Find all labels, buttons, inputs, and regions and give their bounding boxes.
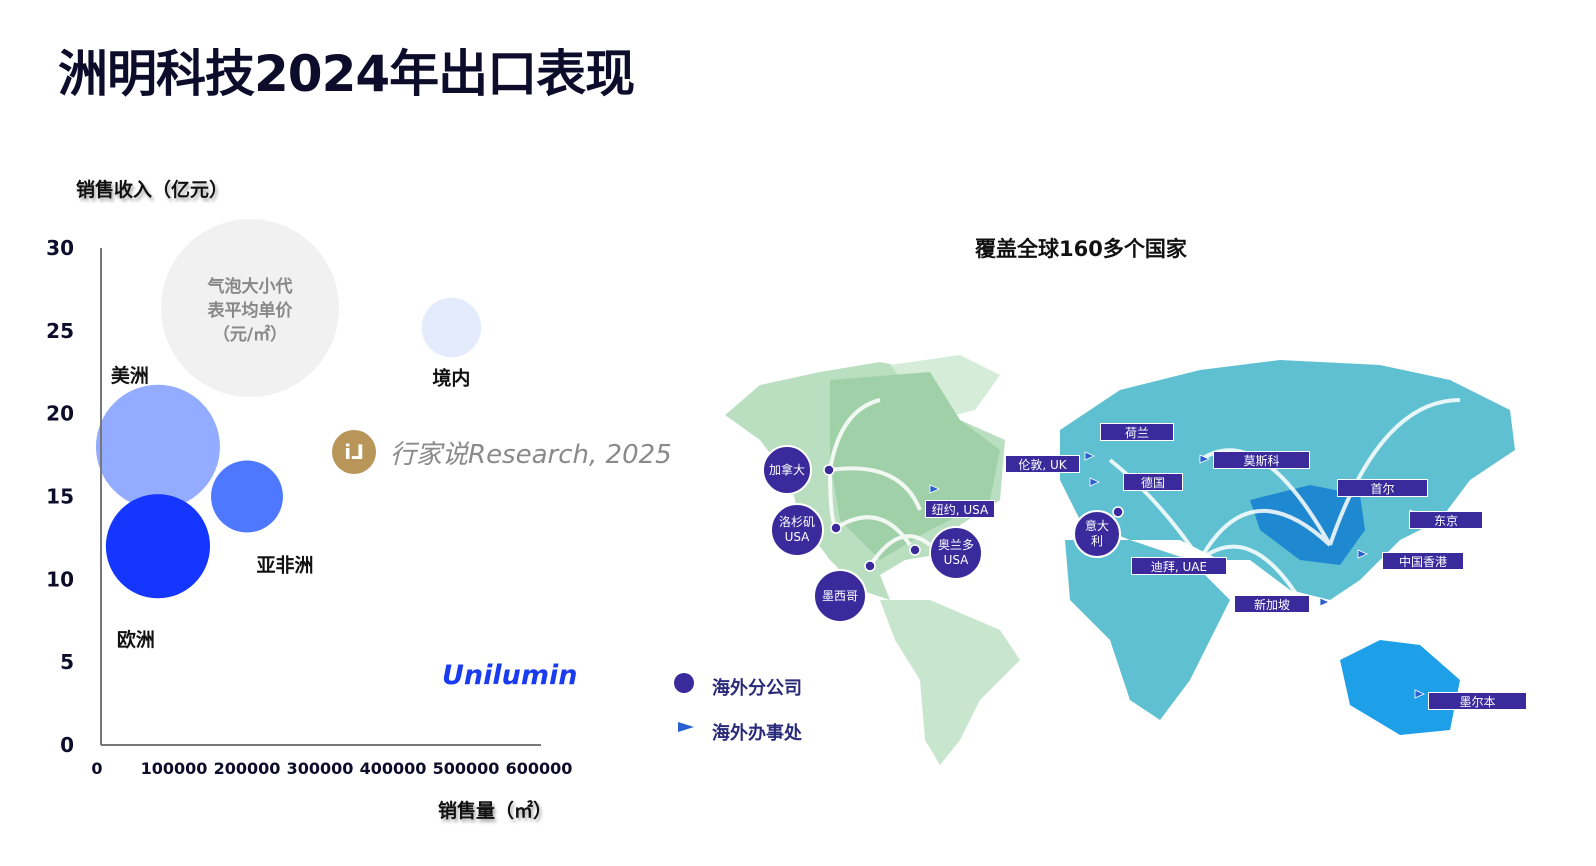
x-tick-label: 300000 xyxy=(287,759,354,778)
office-flag-icon xyxy=(929,484,940,494)
subsidiary-label: 加拿大 xyxy=(762,445,812,495)
subsidiary-location-dot xyxy=(830,522,842,534)
office-flag-icon xyxy=(1084,451,1095,461)
y-tick-label: 15 xyxy=(46,485,74,509)
size-legend-bubble xyxy=(161,219,339,397)
office-flag-icon xyxy=(1199,454,1210,464)
subsidiary-label: 洛杉矶 USA xyxy=(770,503,824,557)
watermark-text: 行家说Research, 2025 xyxy=(390,439,672,470)
subsidiary-location-dot xyxy=(823,464,835,476)
size-legend-line: 气泡大小代 xyxy=(207,276,293,297)
y-tick-label: 10 xyxy=(46,567,74,591)
eurasia-africa-landmass xyxy=(1060,360,1515,735)
bubble-3 xyxy=(421,297,482,358)
map-legend-icons xyxy=(674,673,694,732)
size-legend-line: 表平均单价 xyxy=(208,300,294,321)
y-axis-label: 销售收入（亿元） xyxy=(76,179,229,201)
office-label: 东京 xyxy=(1409,511,1483,529)
subsidiary-location-dot xyxy=(1112,506,1124,518)
watermark: i⅃ 行家说Research, 2025 xyxy=(332,430,672,474)
subsidiary-label: 墨西哥 xyxy=(813,569,867,623)
unilumin-logo: Unilumin xyxy=(442,660,578,691)
x-axis-label: 销售量（㎡） xyxy=(438,800,553,822)
bubble-2 xyxy=(211,460,283,533)
page-title: 洲明科技2024年出口表现 xyxy=(58,45,635,103)
x-tick-label: 500000 xyxy=(433,759,500,778)
office-label: 新加坡 xyxy=(1234,595,1310,613)
office-label: 纽约, USA xyxy=(925,500,995,518)
office-label: 伦敦, UK xyxy=(1005,455,1080,473)
office-label: 荷兰 xyxy=(1100,423,1174,441)
subsidiary-legend-icon xyxy=(674,673,694,693)
office-label: 莫斯科 xyxy=(1213,451,1310,469)
office-label: 德国 xyxy=(1123,473,1183,491)
office-flag-icon xyxy=(1319,597,1330,607)
x-tick-label: 100000 xyxy=(141,759,208,778)
y-tick-label: 0 xyxy=(60,733,74,757)
size-legend-line: （元/㎡） xyxy=(213,324,287,345)
x-tick-label: 200000 xyxy=(214,759,281,778)
office-label: 中国香港 xyxy=(1382,552,1464,570)
legend-office: 海外办事处 xyxy=(712,723,802,744)
bubble-label: 境内 xyxy=(432,367,470,390)
office-flag-icon xyxy=(1414,689,1425,699)
office-label: 墨尔本 xyxy=(1428,692,1527,710)
watermark-logo-icon: i⅃ xyxy=(332,430,376,474)
bubble-label: 美洲 xyxy=(111,364,149,387)
bubble-0 xyxy=(95,384,220,509)
y-tick-label: 25 xyxy=(46,319,74,343)
legend-subsidiary: 海外分公司 xyxy=(712,678,802,699)
map-title: 覆盖全球160多个国家 xyxy=(975,237,1187,261)
y-tick-label: 30 xyxy=(46,236,74,260)
x-tick-label: 0 xyxy=(91,759,102,778)
bubble-label: 欧洲 xyxy=(117,628,155,651)
bubble-label: 亚非洲 xyxy=(256,555,313,577)
x-tick-label: 600000 xyxy=(506,759,573,778)
x-tick-label: 400000 xyxy=(360,759,427,778)
office-flag-icon xyxy=(1357,549,1368,559)
subsidiary-label: 奥兰多 USA xyxy=(929,526,983,580)
office-label: 首尔 xyxy=(1337,479,1428,497)
bubble-1 xyxy=(105,494,211,599)
subsidiary-location-dot xyxy=(864,560,876,572)
office-flag-icon xyxy=(1089,477,1100,487)
y-tick-label: 20 xyxy=(46,402,74,426)
y-tick-label: 5 xyxy=(60,650,74,674)
subsidiary-label: 意大 利 xyxy=(1073,510,1121,558)
subsidiary-location-dot xyxy=(909,544,921,556)
office-flag-legend-icon xyxy=(678,722,694,732)
office-label: 迪拜, UAE xyxy=(1131,557,1227,575)
